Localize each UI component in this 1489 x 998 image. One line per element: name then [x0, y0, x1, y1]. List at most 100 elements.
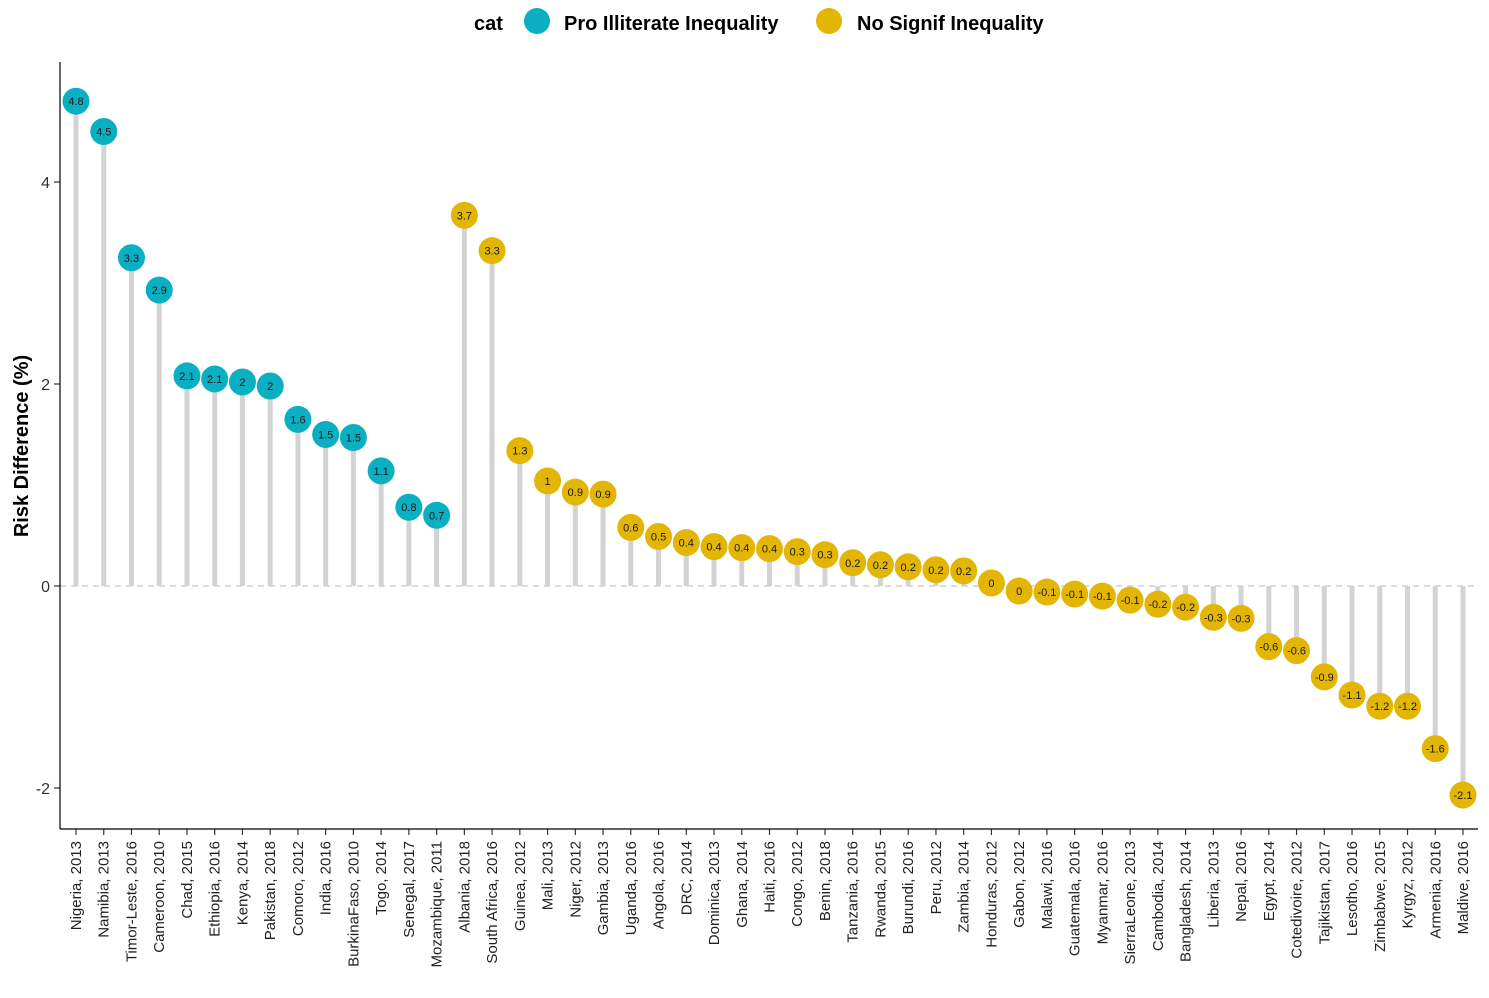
- x-tick-label: Nepal, 2016: [1233, 841, 1250, 922]
- x-tick-label: Liberia, 2013: [1205, 841, 1222, 928]
- data-label: 3.3: [484, 246, 499, 258]
- data-point: [1255, 633, 1283, 661]
- data-label: -0.1: [1121, 595, 1140, 607]
- x-tick-label: Malawi, 2016: [1039, 841, 1056, 929]
- data-point: [866, 551, 894, 579]
- x-tick-label: South Africa, 2016: [484, 841, 501, 964]
- data-point: [589, 480, 617, 508]
- data-point: [1449, 781, 1477, 809]
- data-label: 3.7: [457, 210, 472, 222]
- x-tick-label: Kyrgyz, 2012: [1400, 841, 1417, 929]
- data-point: [922, 556, 950, 584]
- data-label: 1.6: [290, 414, 305, 426]
- data-label: -1.1: [1343, 690, 1362, 702]
- legend-swatch-1: [816, 8, 842, 34]
- x-tick-label: Congo, 2012: [789, 841, 806, 927]
- legend-title: cat: [474, 13, 503, 35]
- data-label: 4.8: [68, 96, 83, 108]
- x-tick-label: Haiti, 2016: [762, 841, 779, 913]
- x-tick-label: Angola, 2016: [651, 841, 668, 929]
- data-label: 2: [239, 377, 245, 389]
- data-point: [312, 421, 340, 448]
- data-point: [1005, 577, 1033, 605]
- data-point: [645, 523, 673, 551]
- x-tick-label: Tanzania, 2016: [845, 841, 862, 943]
- data-point: [700, 533, 728, 561]
- data-point: [977, 569, 1005, 597]
- x-axis: Nigeria, 2013 Namibia, 2013 Timor-Leste, 2…: [68, 829, 1472, 967]
- data-point: [1172, 593, 1200, 621]
- data-label: -0.2: [1148, 599, 1167, 611]
- data-label: 0.9: [568, 487, 583, 499]
- data-label: -0.1: [1037, 587, 1056, 599]
- x-tick-label: Zambia, 2014: [956, 841, 973, 933]
- data-point: [62, 87, 90, 115]
- data-point: [1283, 637, 1311, 665]
- data-point: [950, 557, 978, 585]
- x-tick-label: Peru, 2012: [928, 841, 945, 914]
- data-point: [1061, 580, 1089, 608]
- data-label: 0.5: [651, 532, 666, 544]
- x-tick-label: Benin, 2018: [817, 841, 834, 921]
- data-label: -0.6: [1259, 642, 1278, 654]
- x-tick-label: Bangladesh, 2014: [1178, 841, 1195, 962]
- x-tick-label: Niger, 2012: [567, 841, 584, 918]
- data-point: [617, 513, 645, 541]
- x-tick-label: Ethiopia, 2016: [207, 841, 224, 937]
- x-tick-label: Honduras, 2012: [983, 841, 1000, 948]
- data-point: [728, 534, 756, 562]
- data-point: [1088, 582, 1116, 610]
- x-tick-label: Mozambique, 2011: [429, 841, 446, 967]
- y-axis: -2 0 2 4: [36, 175, 60, 798]
- x-tick-label: Armenia, 2016: [1427, 841, 1444, 939]
- y-tick-label: -2: [36, 781, 50, 798]
- data-point: [145, 276, 173, 304]
- x-tick-label: Tajikistan, 2017: [1316, 841, 1333, 944]
- data-point: [756, 535, 783, 563]
- legend-label-1: No Signif Inequality: [857, 13, 1045, 35]
- data-point: [256, 372, 284, 400]
- x-tick-label: Cameroon, 2010: [151, 841, 168, 953]
- data-label: -0.1: [1093, 591, 1112, 603]
- data-label: 4.5: [96, 127, 111, 139]
- data-label: 0.2: [901, 562, 916, 574]
- x-tick-label: Cotedivoire, 2012: [1289, 841, 1306, 959]
- x-tick-label: Ghana, 2014: [734, 841, 751, 928]
- data-point: [1144, 590, 1172, 618]
- data-point: [228, 368, 256, 396]
- data-label: -1.6: [1426, 744, 1445, 756]
- data-point: [1199, 603, 1227, 631]
- data-point: [672, 529, 700, 557]
- data-label: -0.2: [1176, 602, 1195, 614]
- data-label: 1.3: [512, 446, 527, 458]
- data-label: -0.1: [1065, 589, 1084, 601]
- data-label: 2.1: [179, 371, 194, 383]
- x-tick-label: Dominica, 2013: [706, 841, 723, 945]
- data-point: [1116, 586, 1144, 614]
- x-tick-label: Namibia, 2013: [96, 841, 113, 938]
- data-label: -0.3: [1232, 613, 1251, 625]
- data-point: [117, 244, 145, 272]
- x-tick-label: SierraLeone, 2013: [1122, 841, 1139, 964]
- x-tick-label: Lesotho, 2016: [1344, 841, 1361, 936]
- x-tick-label: Senegal, 2017: [401, 841, 418, 938]
- x-tick-label: Nigeria, 2013: [68, 841, 85, 930]
- data-label: 0.4: [734, 543, 749, 555]
- data-point: [173, 362, 201, 390]
- y-axis-label: Risk Difference (%): [11, 355, 33, 537]
- x-tick-label: DRC, 2014: [678, 841, 695, 915]
- data-point: [450, 201, 478, 229]
- x-tick-label: Uganda, 2016: [623, 841, 640, 935]
- data-point: [783, 538, 811, 566]
- x-tick-label: Albania, 2018: [456, 841, 473, 933]
- data-label: 0.2: [928, 565, 943, 577]
- data-point: [1033, 578, 1061, 606]
- x-tick-label: Burundi, 2016: [900, 841, 917, 934]
- data-label: 2.9: [152, 285, 167, 297]
- x-tick-label: Comoro, 2012: [290, 841, 307, 936]
- data-label: 0.4: [706, 542, 721, 554]
- data-label: 0.2: [873, 560, 888, 572]
- x-tick-label: Guatemala, 2016: [1067, 841, 1084, 956]
- x-tick-label: Togo, 2014: [373, 841, 390, 915]
- data-label: 0.4: [762, 544, 777, 556]
